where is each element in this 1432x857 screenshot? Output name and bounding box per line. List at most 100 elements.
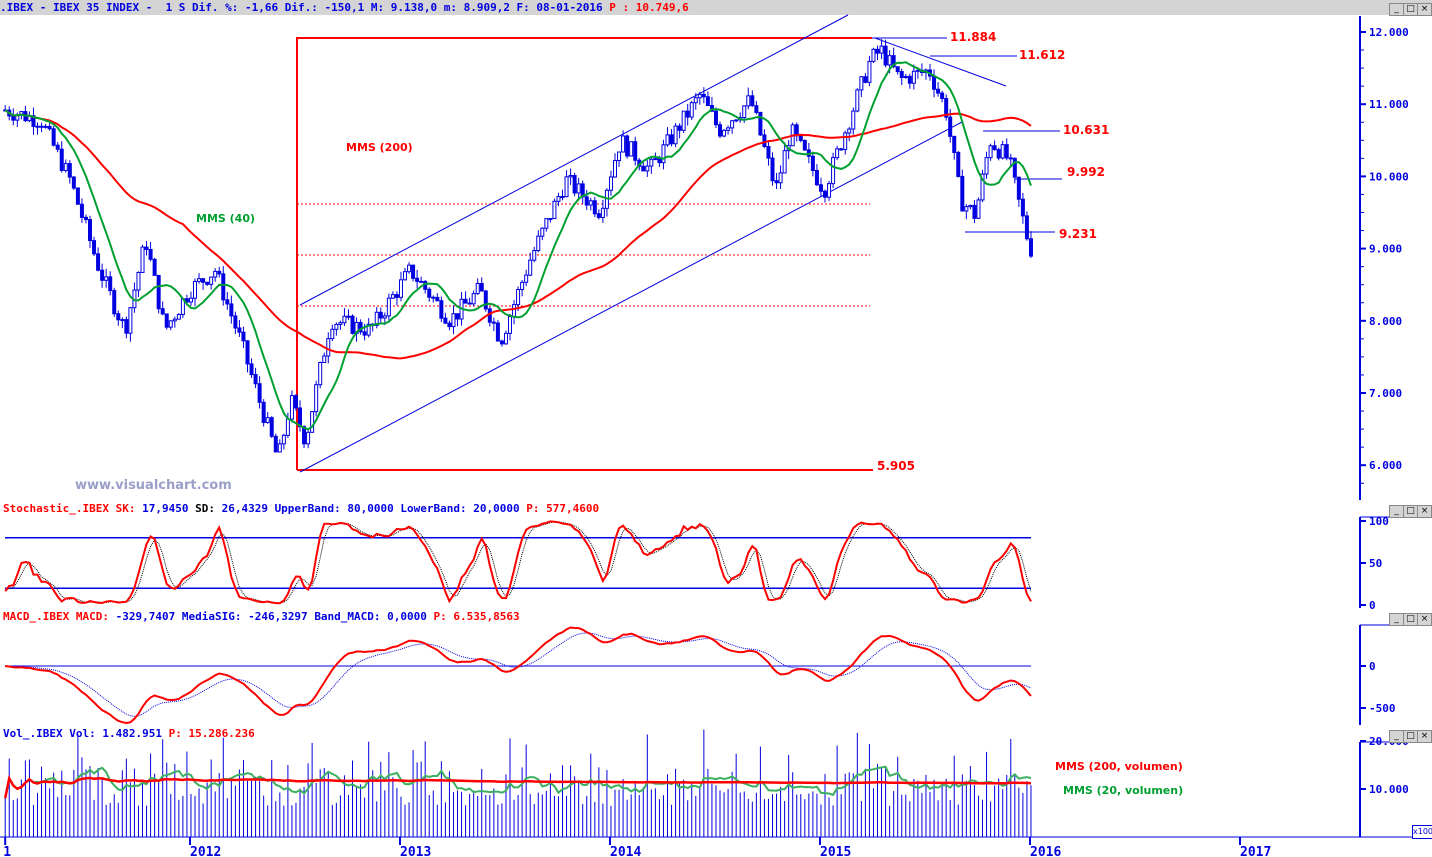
y-tick-label: 11.000 (1369, 98, 1409, 111)
window-close-button[interactable]: × (1417, 505, 1432, 518)
candle (1016, 176, 1021, 200)
candle (932, 75, 937, 90)
window-min-button[interactable]: _ (1389, 3, 1404, 16)
candle (467, 302, 472, 305)
window-max-button[interactable]: □ (1403, 613, 1418, 626)
y-tick-label: 6.000 (1369, 459, 1402, 472)
window-close-button[interactable]: × (1417, 730, 1432, 743)
candle (314, 384, 319, 413)
annotation-label-11.612: 11.612 (1019, 48, 1065, 62)
candle (326, 338, 331, 357)
candle (503, 332, 508, 345)
annotation-label-5.905: 5.905 (877, 459, 915, 473)
candle (778, 172, 783, 184)
candle (253, 374, 258, 385)
candle (907, 75, 912, 84)
candle (71, 176, 76, 189)
candle (322, 355, 327, 364)
candle (144, 246, 149, 251)
ma40-line (4, 61, 1032, 431)
volume-legend: Vol_.IBEX Vol: 1.482.951 P: 15.286.236 (3, 727, 255, 740)
x-tick-label: 1 (3, 845, 11, 857)
candle (552, 200, 557, 220)
candle (891, 55, 896, 68)
candle (31, 115, 36, 127)
candle (859, 76, 864, 91)
candle (617, 151, 622, 162)
candle (479, 282, 484, 292)
candle (386, 297, 391, 317)
candle (362, 331, 367, 336)
volume-unit-label: x100 (1412, 825, 1432, 839)
candle (730, 120, 735, 129)
candle (1004, 144, 1009, 159)
candle (411, 264, 416, 279)
candle (633, 141, 638, 161)
candle (358, 321, 363, 333)
candle (289, 395, 294, 420)
candle (39, 125, 44, 128)
candle (257, 383, 262, 403)
candle (407, 264, 412, 273)
y-tick-label: 50 (1369, 557, 1382, 570)
candle (237, 327, 242, 333)
vol-ma200-label: MMS (200, volumen) (1055, 760, 1183, 773)
candle (685, 110, 690, 118)
candle (342, 315, 347, 324)
candle (201, 278, 206, 283)
candle (875, 48, 880, 54)
ma200-line (4, 109, 1032, 360)
candle (754, 105, 759, 113)
candle (330, 328, 335, 340)
candle (120, 319, 125, 322)
candle (701, 93, 706, 98)
candle (871, 48, 876, 62)
candle (439, 300, 444, 319)
window-min-button[interactable]: _ (1389, 613, 1404, 626)
candle (213, 270, 218, 278)
y-tick-label: 8.000 (1369, 315, 1402, 328)
candle (79, 203, 84, 218)
candle (903, 75, 908, 79)
window-close-button[interactable]: × (1417, 3, 1432, 16)
candle (645, 165, 650, 172)
candle (613, 160, 618, 178)
candle (55, 144, 60, 150)
candle (544, 218, 549, 229)
resistance-trend-line (874, 37, 1007, 87)
candle (968, 204, 973, 208)
window-max-button[interactable]: □ (1403, 505, 1418, 518)
candle (863, 76, 868, 83)
candle (528, 259, 533, 276)
candle (548, 218, 553, 221)
y-tick-label: 100 (1369, 515, 1389, 528)
candle (156, 274, 161, 310)
window-close-button[interactable]: × (1417, 613, 1432, 626)
candle (225, 299, 230, 305)
candle (742, 105, 747, 119)
candle (762, 134, 767, 147)
candle (463, 298, 468, 304)
candle (996, 149, 1001, 159)
candle (483, 290, 488, 310)
candle (374, 311, 379, 326)
candle (944, 98, 949, 118)
annotation-box (296, 37, 872, 470)
candle (491, 321, 496, 324)
y-tick-label: 0 (1369, 599, 1376, 612)
candle (83, 216, 88, 221)
candle (443, 317, 448, 324)
candle (47, 125, 52, 130)
window-max-button[interactable]: □ (1403, 3, 1418, 16)
window-max-button[interactable]: □ (1403, 730, 1418, 743)
window-min-button[interactable]: _ (1389, 505, 1404, 518)
candle (116, 313, 121, 321)
volume-ma200-line (3, 774, 1032, 799)
candle (197, 278, 202, 282)
window-min-button[interactable]: _ (1389, 730, 1404, 743)
candle (346, 315, 351, 318)
candle (152, 258, 157, 276)
candle (629, 141, 634, 157)
candle (867, 60, 872, 83)
